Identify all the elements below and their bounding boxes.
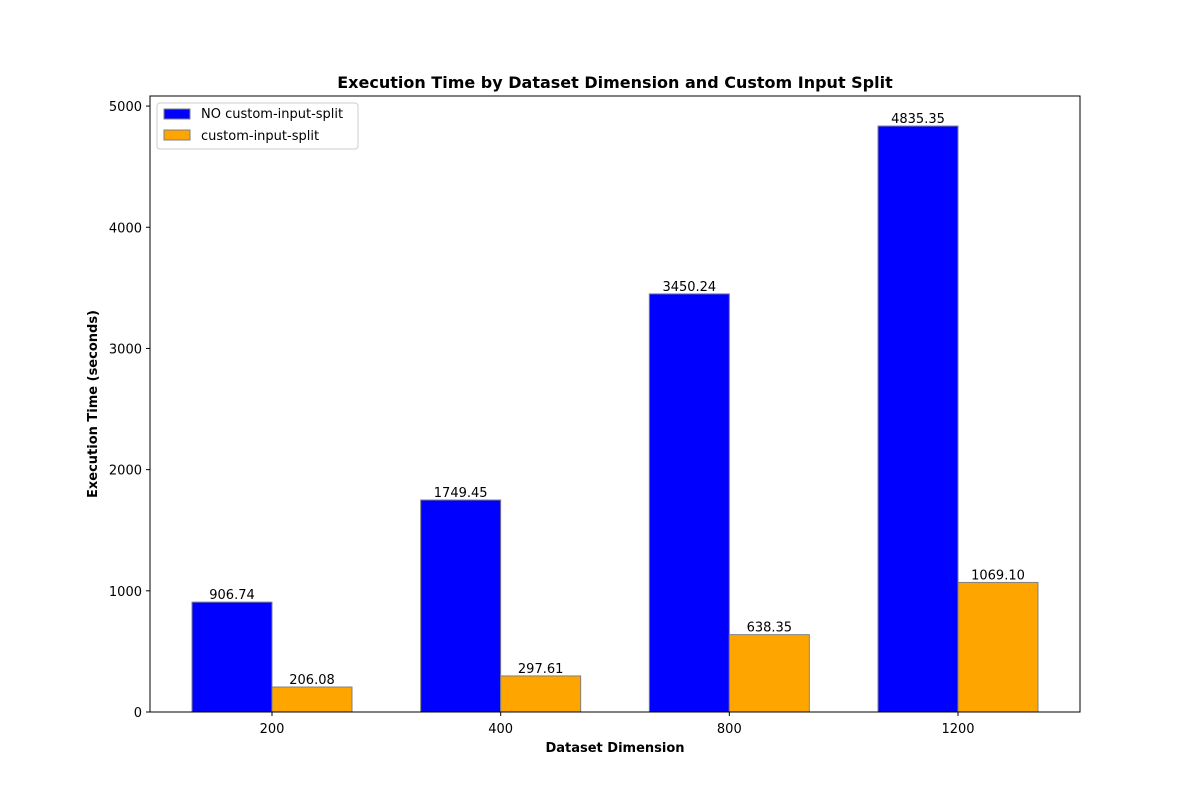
y-tick-label-4000: 4000 bbox=[109, 221, 142, 236]
x-axis-label: Dataset Dimension bbox=[545, 741, 684, 756]
y-tick-label-3000: 3000 bbox=[109, 342, 142, 357]
bar-custom-input-split-400 bbox=[500, 675, 582, 713]
y-tick-label-5000: 5000 bbox=[109, 100, 142, 115]
x-tick-label-400: 400 bbox=[488, 722, 513, 737]
data-label-no-custom-input-split-200: 906.74 bbox=[209, 588, 255, 603]
x-tick-label-800: 800 bbox=[717, 722, 742, 737]
y-axis-label: Execution Time (seconds) bbox=[86, 310, 101, 498]
data-label-no-custom-input-split-400: 1749.45 bbox=[434, 486, 488, 501]
legend-swatch-custom-input-split bbox=[163, 129, 191, 141]
plot-area: 906.74 206.08 200 1749.45 297.61 400 3450.24 63… bbox=[109, 100, 1039, 737]
legend: NO custom-input-split custom-input-split bbox=[156, 102, 359, 150]
bar-no-custom-input-split-1200 bbox=[877, 125, 959, 713]
legend-label-custom-input-split: custom-input-split bbox=[201, 129, 319, 144]
y-tick-label-2000: 2000 bbox=[109, 464, 142, 479]
x-tick-label-1200: 1200 bbox=[941, 722, 974, 737]
y-tick-label-1000: 1000 bbox=[109, 585, 142, 600]
bar-no-custom-input-split-800 bbox=[648, 293, 730, 713]
data-label-custom-input-split-200: 206.08 bbox=[289, 673, 335, 688]
legend-swatch-no-custom-input-split bbox=[163, 108, 191, 120]
bar-custom-input-split-200 bbox=[271, 686, 353, 713]
data-label-custom-input-split-400: 297.61 bbox=[518, 662, 564, 677]
legend-label-no-custom-input-split: NO custom-input-split bbox=[201, 107, 343, 122]
data-label-custom-input-split-1200: 1069.10 bbox=[971, 568, 1025, 583]
bar-custom-input-split-800 bbox=[728, 634, 810, 713]
chart-title: Execution Time by Dataset Dimension and … bbox=[337, 73, 893, 92]
bar-custom-input-split-1200 bbox=[957, 581, 1039, 713]
legend-box bbox=[156, 102, 359, 150]
data-label-no-custom-input-split-1200: 4835.35 bbox=[891, 112, 945, 127]
x-tick-label-200: 200 bbox=[260, 722, 285, 737]
bar-no-custom-input-split-200 bbox=[191, 601, 273, 713]
data-label-no-custom-input-split-800: 3450.24 bbox=[662, 280, 716, 295]
bar-no-custom-input-split-400 bbox=[420, 499, 502, 713]
data-label-custom-input-split-800: 638.35 bbox=[747, 621, 793, 636]
plot-frame bbox=[149, 95, 1081, 713]
y-tick-label-0: 0 bbox=[134, 706, 142, 721]
